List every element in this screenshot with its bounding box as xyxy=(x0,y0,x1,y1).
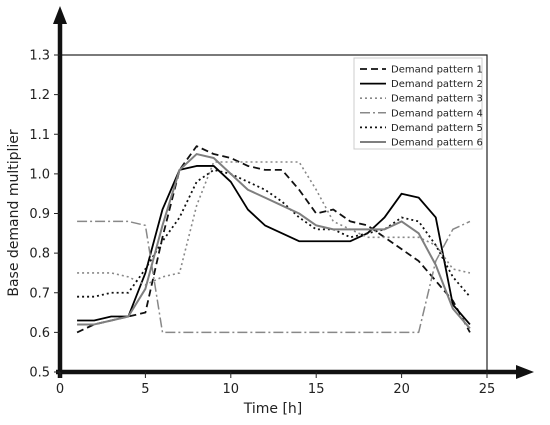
y-axis-arrow xyxy=(53,6,67,24)
y-tick-label: 0.7 xyxy=(29,286,50,301)
y-tick-label: 0.5 xyxy=(29,366,50,381)
series-line-4 xyxy=(77,220,471,334)
legend: Demand pattern 1 Demand pattern 2 Demand p… xyxy=(353,57,483,150)
x-tick-label: 10 xyxy=(223,382,240,397)
legend-label-3: Demand pattern 3 xyxy=(391,94,483,105)
series-line-3 xyxy=(77,161,471,286)
x-tick-label: 25 xyxy=(479,382,496,397)
legend-label-2: Demand pattern 2 xyxy=(391,79,483,90)
legend-box xyxy=(353,57,483,150)
series-line-1 xyxy=(76,145,471,334)
y-tick-label: 1.1 xyxy=(29,128,50,143)
x-axis-arrow xyxy=(516,365,534,379)
legend-label-4: Demand pattern 4 xyxy=(391,108,483,119)
series-line-6 xyxy=(77,153,471,330)
y-tick-label: 1.3 xyxy=(29,49,50,64)
x-axis-title: Time [h] xyxy=(243,401,303,417)
x-tick-label: 20 xyxy=(393,382,410,397)
y-tick-label: 0.9 xyxy=(29,207,50,222)
series-line-2 xyxy=(77,165,471,326)
x-tick-label: 5 xyxy=(141,382,149,397)
y-axis-title: Base demand multiplier xyxy=(6,129,22,297)
series-line-5 xyxy=(77,169,471,298)
legend-label-1: Demand pattern 1 xyxy=(391,65,483,76)
legend-label-6: Demand pattern 6 xyxy=(391,138,483,149)
y-ticks-group: 0.5 0.6 0.7 0.8 0.9 1.0 1.1 1.2 1.3 xyxy=(29,49,60,381)
y-tick-label: 1.0 xyxy=(29,167,50,182)
y-tick-label: 0.8 xyxy=(29,247,50,262)
y-tick-label: 1.2 xyxy=(29,88,50,103)
x-tick-label: 15 xyxy=(308,382,325,397)
y-tick-label: 0.6 xyxy=(29,326,50,341)
x-ticks-group: 0 5 10 15 20 25 xyxy=(56,372,495,397)
legend-label-5: Demand pattern 5 xyxy=(391,123,483,134)
series-group xyxy=(76,145,471,334)
x-tick-label: 0 xyxy=(56,382,64,397)
